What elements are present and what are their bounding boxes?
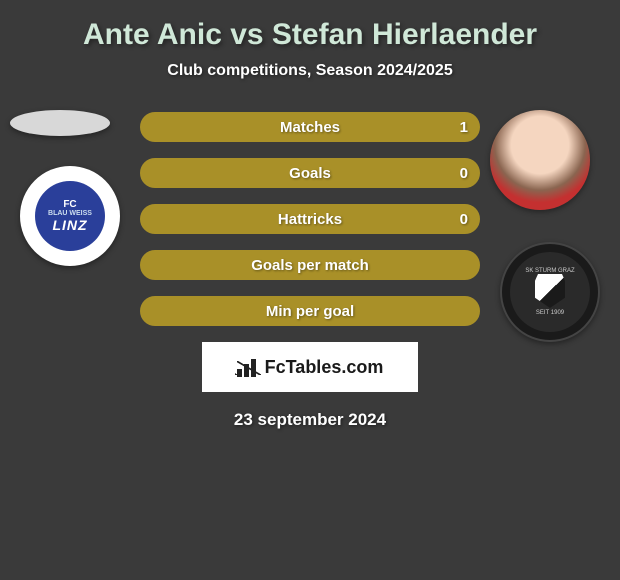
subtitle: Club competitions, Season 2024/2025	[0, 62, 620, 80]
club-left-badge: FC BLAU WEISS LINZ	[20, 166, 120, 266]
club-right-badge-inner: SK STURM GRAZ SEIT 1909	[510, 252, 590, 332]
brand-text: FcTables.com	[265, 357, 384, 378]
club-left-text-fc: FC	[63, 199, 76, 210]
stat-row-goals-per-match: Goals per match	[140, 250, 480, 280]
stat-label: Matches	[142, 119, 478, 136]
stat-label: Goals per match	[142, 257, 478, 274]
club-right-text-bottom: SEIT 1909	[536, 310, 564, 316]
stat-row-min-per-goal: Min per goal	[140, 296, 480, 326]
stat-label: Hattricks	[142, 211, 478, 228]
comparison-card: Ante Anic vs Stefan Hierlaender Club com…	[0, 0, 620, 440]
stat-row-matches: Matches 1	[140, 112, 480, 142]
content-area: FC BLAU WEISS LINZ SK STURM GRAZ SEIT 19…	[0, 110, 620, 430]
page-title: Ante Anic vs Stefan Hierlaender	[0, 18, 620, 52]
player-right-avatar	[490, 110, 590, 210]
club-right-badge: SK STURM GRAZ SEIT 1909	[500, 242, 600, 342]
club-left-badge-inner: FC BLAU WEISS LINZ	[35, 181, 105, 251]
brand-box[interactable]: FcTables.com	[202, 342, 418, 392]
stat-label: Goals	[142, 165, 478, 182]
club-right-text-top: SK STURM GRAZ	[525, 268, 574, 274]
shield-icon	[535, 274, 565, 308]
stat-row-hattricks: Hattricks 0	[140, 204, 480, 234]
stat-rows: Matches 1 Goals 0 Hattricks 0 Goals per …	[140, 110, 480, 326]
chart-icon	[237, 357, 259, 377]
date-text: 23 september 2024	[10, 410, 610, 430]
stat-row-goals: Goals 0	[140, 158, 480, 188]
stat-label: Min per goal	[142, 303, 478, 320]
stat-value: 1	[460, 119, 468, 136]
stat-value: 0	[460, 165, 468, 182]
player-left-avatar	[10, 110, 110, 136]
stat-value: 0	[460, 211, 468, 228]
club-left-text-linz: LINZ	[52, 218, 87, 233]
